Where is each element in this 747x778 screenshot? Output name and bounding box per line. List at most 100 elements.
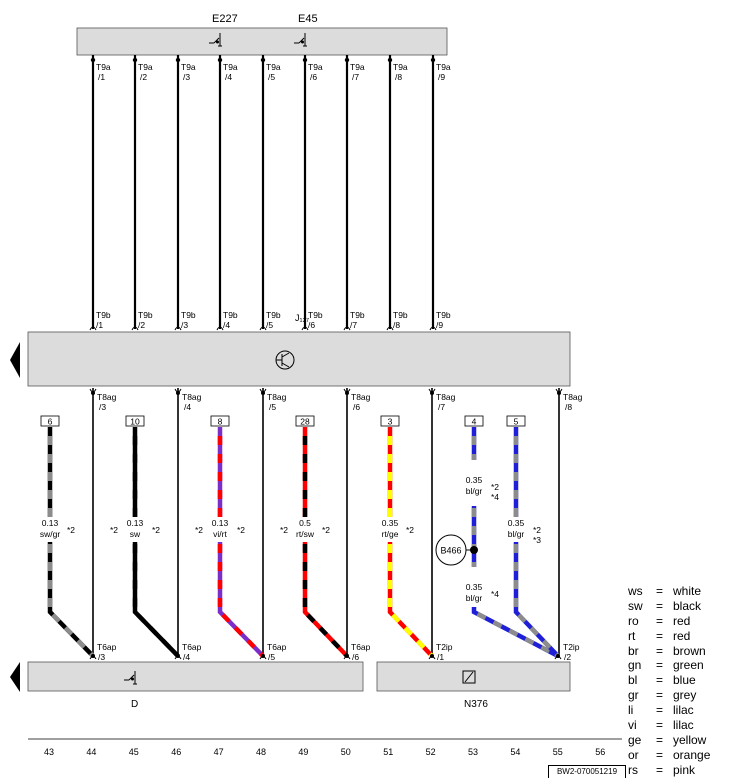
pin-label-t9a: T9a bbox=[181, 62, 196, 72]
wire-color-label: bl/gr bbox=[508, 529, 525, 539]
wire-note: *2 bbox=[67, 525, 75, 535]
e227-label: E227 bbox=[212, 13, 238, 25]
legend-row: li = lilac bbox=[628, 703, 747, 718]
grid-number: 52 bbox=[426, 747, 436, 757]
grid-number: 54 bbox=[510, 747, 520, 757]
pin-dot bbox=[217, 57, 223, 63]
legend-color-name: yellow bbox=[673, 732, 707, 747]
pin-label-t9b: T9b bbox=[181, 310, 196, 320]
connector-mark bbox=[174, 656, 182, 660]
pin-number-t8ag: /7 bbox=[438, 402, 445, 412]
wire-stripe-1 bbox=[47, 427, 95, 658]
wire-ref-number: 5 bbox=[514, 417, 519, 427]
grid-number: 56 bbox=[595, 747, 605, 757]
legend-color-name: lilac bbox=[673, 703, 694, 718]
grid-numbers: 43 44 45 46 47 48 49 50 51 52 53 54 55 56 bbox=[44, 747, 605, 757]
wire-size-label: 0.35 bbox=[466, 475, 483, 485]
pin-label-t9a: T9a bbox=[223, 62, 238, 72]
label-bg bbox=[204, 517, 236, 542]
legend-row: gr = grey bbox=[628, 688, 747, 703]
top-wire-group: T9a/1T9b/1T9a/2T9b/2T9a/3T9b/3T9a/4T9b/4… bbox=[89, 55, 451, 331]
legend-abbr: rs bbox=[628, 762, 638, 777]
legend-color-name: black bbox=[673, 598, 702, 613]
wire-ref-number: 8 bbox=[218, 417, 223, 427]
wire-size-label: 0.13 bbox=[42, 518, 59, 528]
pin-label-bottom: T6ap bbox=[97, 642, 117, 652]
wire-stripe-7 bbox=[513, 427, 560, 658]
wire-ref-box bbox=[40, 415, 60, 427]
pin-number-t9a: /1 bbox=[98, 72, 105, 82]
connector-mark bbox=[174, 326, 182, 331]
pin-dot bbox=[557, 391, 561, 395]
control-unit-box bbox=[27, 331, 571, 387]
wire-note: *2 bbox=[322, 525, 330, 535]
pin-label-t9b: T9b bbox=[436, 310, 451, 320]
pin-label-bottom: T6ap bbox=[182, 642, 202, 652]
pin-dot bbox=[387, 57, 393, 63]
pin-number-bottom: /6 bbox=[352, 652, 359, 662]
e45-label: E45 bbox=[298, 13, 318, 25]
wire-size-label: 0.5 bbox=[299, 518, 311, 528]
grid-number: 47 bbox=[214, 747, 224, 757]
legend-row: bl = blue bbox=[628, 673, 747, 688]
wire-stripe-3 bbox=[217, 427, 265, 658]
pin-label-t9b: T9b bbox=[223, 310, 238, 320]
component-n376-label: N376 bbox=[464, 699, 488, 710]
pin-number-t9a: /8 bbox=[395, 72, 402, 82]
wire-note: *2 bbox=[237, 525, 245, 535]
wire-ref-box bbox=[125, 415, 145, 427]
connector-mark bbox=[428, 656, 436, 660]
wire-size-label: 0.13 bbox=[212, 518, 229, 528]
legend-equals: = bbox=[656, 718, 664, 733]
pin-label-t9a: T9a bbox=[266, 62, 281, 72]
wire-ref-number: 6 bbox=[48, 417, 53, 427]
pin-label-t9b: T9b bbox=[266, 310, 281, 320]
legend-equals: = bbox=[656, 613, 664, 628]
legend-abbr: bl bbox=[628, 673, 638, 688]
pin-label-t8ag: T8ag bbox=[436, 392, 456, 402]
legend-row: ge = yellow bbox=[628, 733, 747, 748]
legend-equals: = bbox=[656, 747, 664, 762]
wire-ref-box bbox=[295, 415, 315, 427]
legend-abbr: ge bbox=[628, 732, 642, 747]
n376-valve-icon bbox=[462, 670, 476, 684]
legend-row: ro = red bbox=[628, 614, 747, 629]
e45-switch-icon bbox=[294, 33, 307, 47]
wire-size-label: 0.35 bbox=[382, 518, 399, 528]
grid-number: 53 bbox=[468, 747, 478, 757]
pin-label-t8ag: T8ag bbox=[563, 392, 583, 402]
wire-note: *2 bbox=[491, 482, 499, 492]
pin-number-t9a: /6 bbox=[310, 72, 317, 82]
pin-number-t9b: /6 bbox=[308, 320, 315, 330]
color-legend: ws = white sw = black ro = red rt = red br = brown gn = g… bbox=[628, 584, 747, 778]
connector-mark bbox=[259, 326, 267, 331]
legend-color-name: pink bbox=[673, 762, 696, 777]
grid-number: 45 bbox=[129, 747, 139, 757]
wire-color-label: sw/gr bbox=[40, 529, 60, 539]
legend-row: br = brown bbox=[628, 644, 747, 659]
connector-mark bbox=[131, 326, 139, 331]
pin-label-t9b: T9b bbox=[138, 310, 153, 320]
wire-color-label: sw bbox=[130, 529, 141, 539]
component-n376-box bbox=[376, 661, 571, 692]
wire-size-label: 0.13 bbox=[127, 518, 144, 528]
pin-dot bbox=[176, 391, 180, 395]
wire-note: *3 bbox=[533, 535, 541, 545]
pin-label-t9a: T9a bbox=[308, 62, 323, 72]
control-unit-transistor-icon bbox=[275, 350, 295, 370]
legend-abbr: vi bbox=[628, 718, 637, 733]
grid-number: 55 bbox=[553, 747, 563, 757]
pin-number-t9b: /1 bbox=[96, 320, 103, 330]
component-d-switch-icon bbox=[124, 671, 137, 685]
pin-dot bbox=[260, 57, 266, 63]
pin-number-t9a: /7 bbox=[352, 72, 359, 82]
wire-note: *2 bbox=[533, 525, 541, 535]
pin-number-t8ag: /6 bbox=[353, 402, 360, 412]
connector-mark bbox=[89, 656, 97, 660]
wire-stripe-2 bbox=[132, 427, 180, 658]
pin-dot bbox=[91, 391, 95, 395]
pin-number-bottom: /1 bbox=[437, 652, 444, 662]
pin-dot bbox=[345, 391, 349, 395]
wire-size-label: 0.35 bbox=[508, 518, 525, 528]
